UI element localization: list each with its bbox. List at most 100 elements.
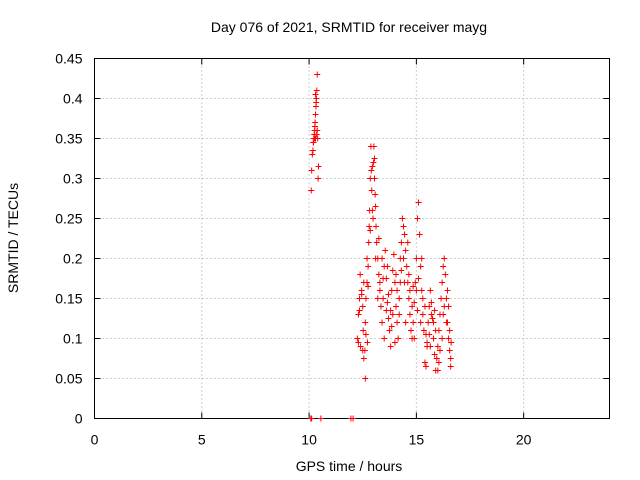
data-point (370, 215, 377, 222)
data-point (438, 295, 445, 302)
data-point (309, 151, 316, 158)
data-point (427, 287, 434, 294)
x-tick-label: 15 (409, 432, 425, 448)
data-point (410, 319, 417, 326)
data-point (412, 279, 419, 286)
data-point (312, 91, 319, 98)
data-point (374, 295, 381, 302)
data-point (376, 287, 383, 294)
data-point (416, 231, 423, 238)
data-point (414, 307, 421, 314)
data-point (355, 339, 362, 346)
data-point (428, 311, 435, 318)
data-point (314, 127, 321, 134)
data-point (379, 319, 386, 326)
data-point (408, 327, 415, 334)
data-point (314, 71, 321, 78)
data-point (448, 339, 455, 346)
y-tick-label: 0.05 (55, 371, 82, 387)
data-point (379, 255, 386, 262)
data-point (442, 271, 449, 278)
data-point (359, 347, 366, 354)
data-series-srmtid (307, 71, 455, 422)
data-point (406, 311, 413, 318)
x-tick-label: 0 (91, 432, 99, 448)
data-point (377, 303, 384, 310)
data-point (402, 319, 409, 326)
data-point (434, 343, 441, 350)
data-point (409, 303, 416, 310)
data-point (375, 235, 382, 242)
data-point (315, 175, 322, 182)
data-point (398, 267, 405, 274)
data-point (420, 327, 427, 334)
data-point (358, 291, 365, 298)
data-point (380, 275, 387, 282)
data-point (440, 263, 447, 270)
data-point (362, 295, 369, 302)
data-point (396, 295, 403, 302)
y-tick-label: 0.2 (63, 251, 83, 267)
data-point (372, 191, 379, 198)
data-point (356, 295, 363, 302)
chart-title: Day 076 of 2021, SRMTID for receiver may… (211, 19, 487, 35)
y-axis-label: SRMTID / TECUs (5, 183, 21, 293)
data-point (311, 123, 318, 130)
data-point (362, 375, 369, 382)
data-point (313, 131, 320, 138)
data-point (387, 343, 394, 350)
data-point (384, 299, 391, 306)
data-point (417, 263, 424, 270)
data-point (370, 159, 377, 166)
data-point (424, 339, 431, 346)
data-point (360, 355, 367, 362)
data-point (392, 271, 399, 278)
data-point (309, 147, 316, 154)
data-point (388, 323, 395, 330)
data-point (431, 307, 438, 314)
data-point (436, 347, 443, 354)
data-point (373, 239, 380, 246)
data-point (401, 279, 408, 286)
data-point (365, 283, 372, 290)
data-point (394, 287, 401, 294)
data-point (419, 311, 426, 318)
data-point (443, 319, 450, 326)
data-point (360, 327, 367, 334)
data-point (413, 255, 420, 262)
data-point (423, 331, 430, 338)
data-point (308, 187, 315, 194)
data-point (314, 135, 321, 142)
data-point (414, 215, 421, 222)
data-point (369, 163, 376, 170)
data-point (359, 303, 366, 310)
plot-area-border (94, 58, 610, 419)
data-point (396, 311, 403, 318)
data-point (395, 335, 402, 342)
data-point (312, 111, 319, 118)
data-point (404, 239, 411, 246)
data-point (444, 287, 451, 294)
data-point (432, 327, 439, 334)
data-point (446, 347, 453, 354)
data-point (367, 227, 374, 234)
data-point (429, 315, 436, 322)
data-point (443, 295, 450, 302)
data-point (445, 335, 452, 342)
data-point (439, 279, 446, 286)
data-point (398, 239, 405, 246)
data-point (368, 187, 375, 194)
y-tick-label: 0.15 (55, 291, 82, 307)
x-axis: 0 5 10 15 20 (91, 58, 532, 448)
data-point (392, 303, 399, 310)
data-point (381, 335, 388, 342)
data-point (371, 155, 378, 162)
data-point (370, 143, 377, 150)
data-point (365, 263, 372, 270)
data-point (446, 327, 453, 334)
data-point (390, 251, 397, 258)
data-point (371, 175, 378, 182)
y-tick-label: 0.45 (55, 51, 82, 67)
data-point (391, 339, 398, 346)
